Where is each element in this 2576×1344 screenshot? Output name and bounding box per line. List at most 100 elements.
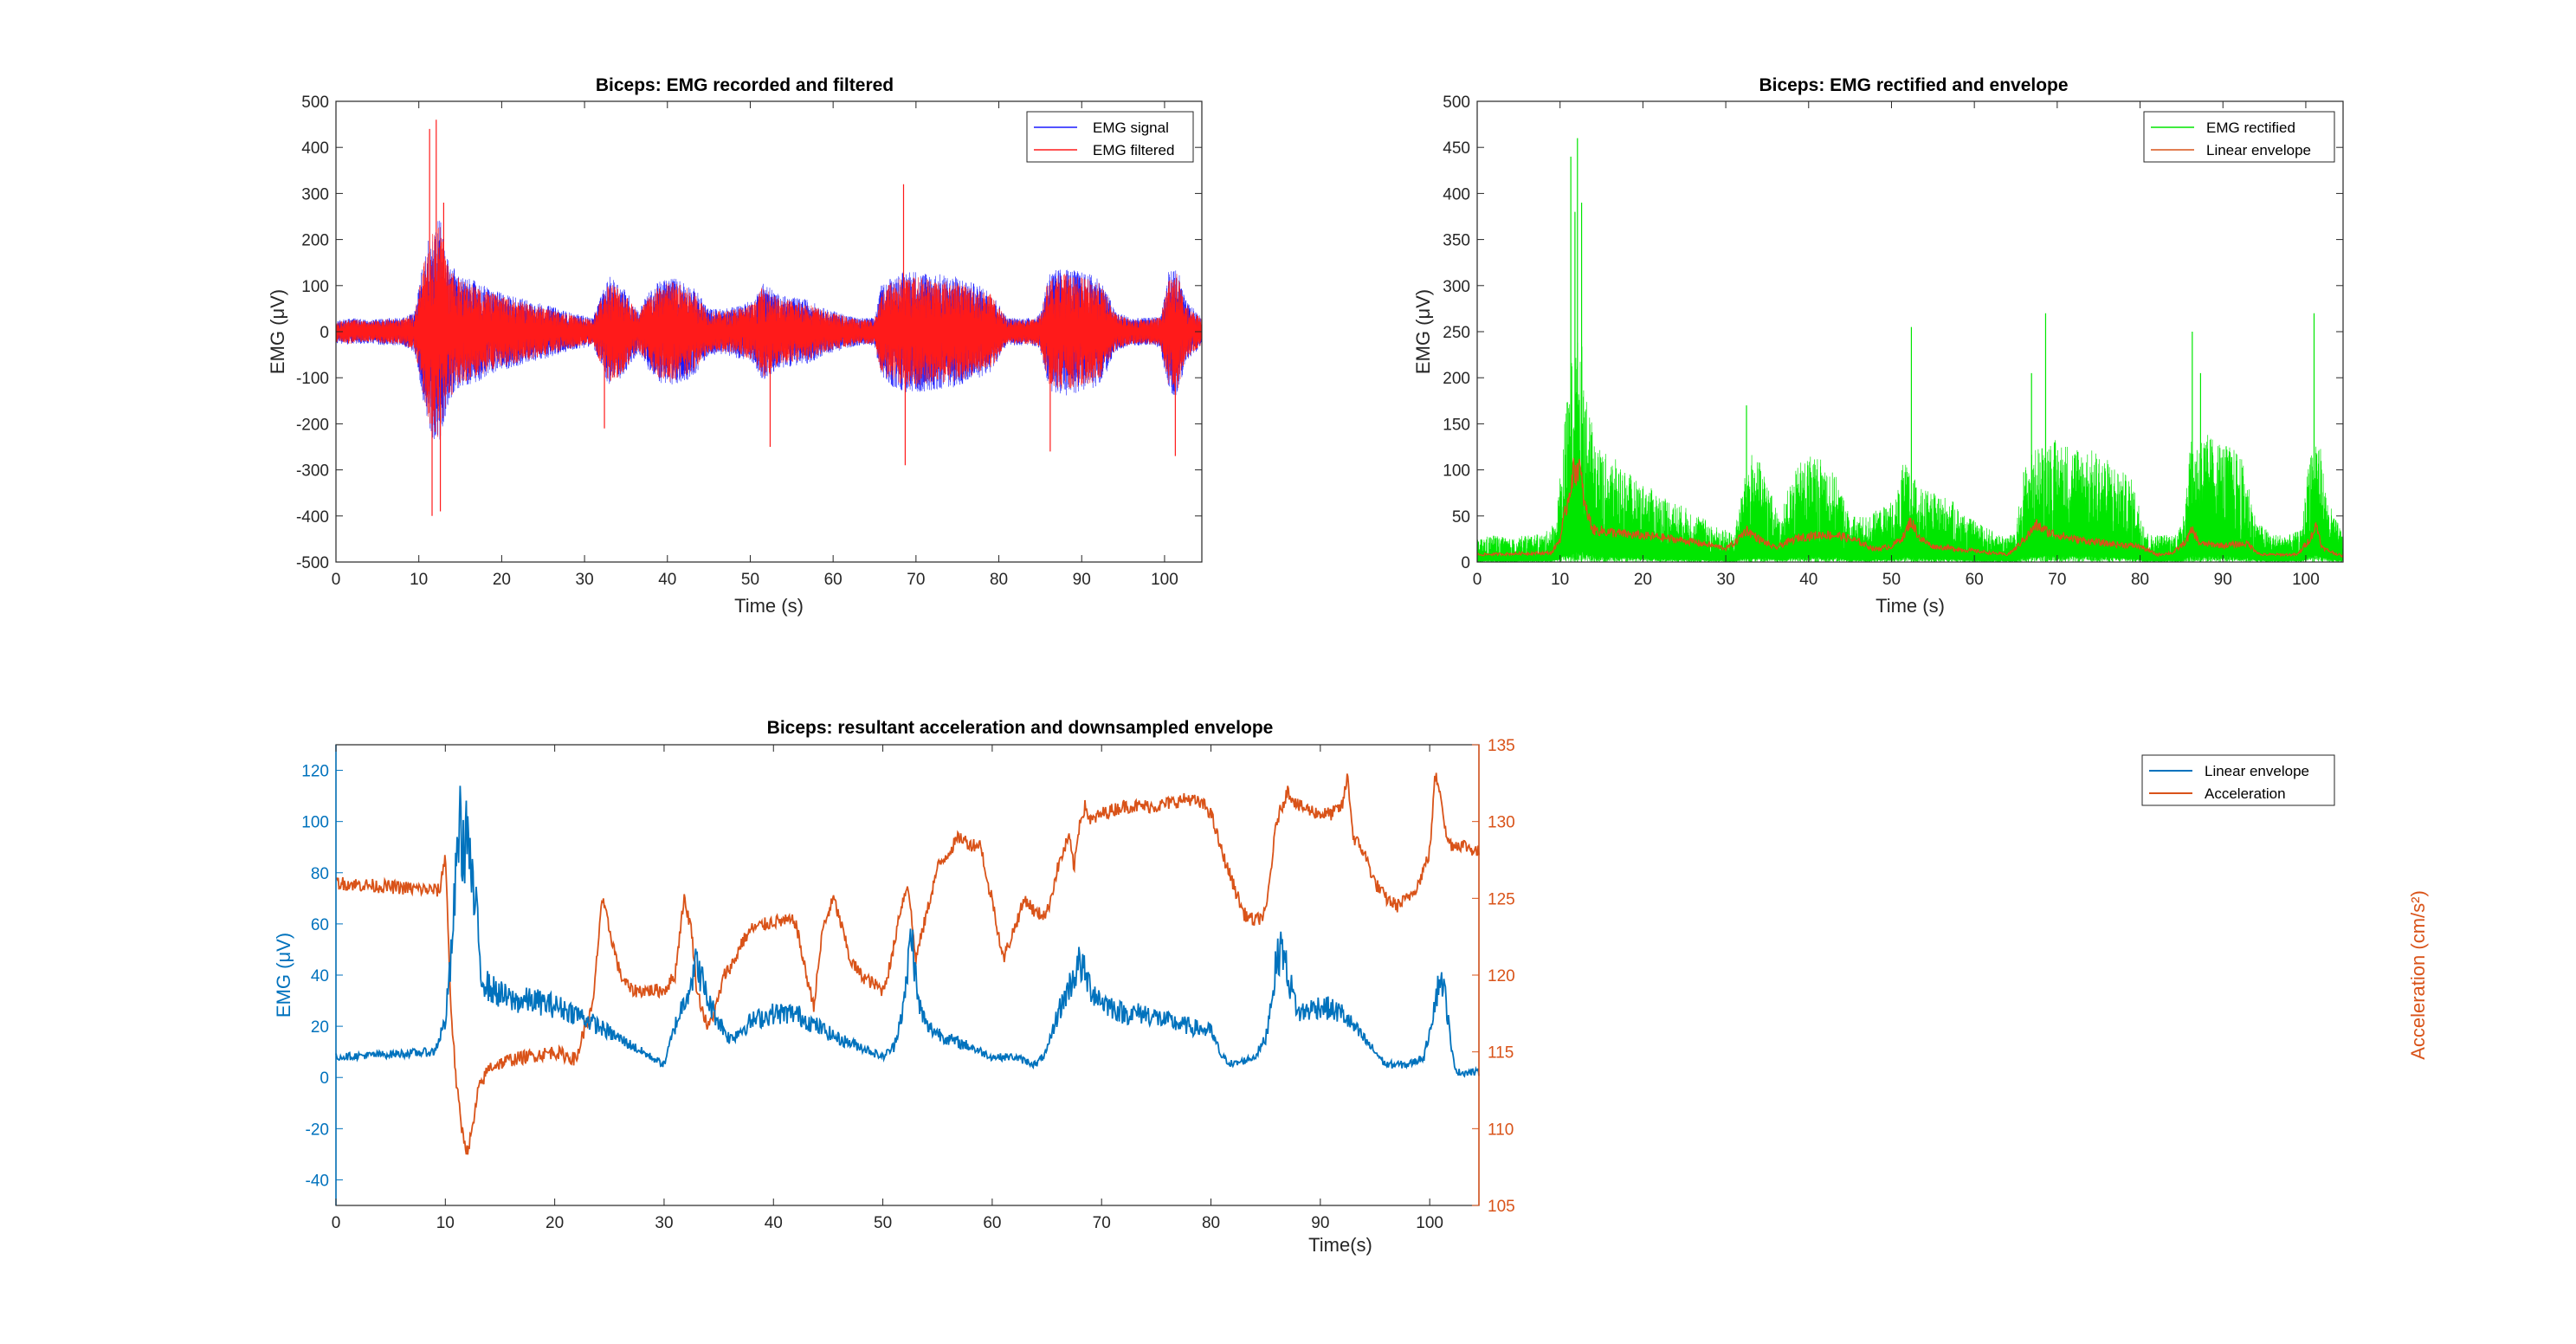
y-tick-label-right: 135 (1488, 737, 1515, 755)
y-tick-label: 450 (1443, 139, 1470, 158)
legend-box (1026, 111, 1194, 163)
x-tick-label: 60 (983, 1214, 1001, 1232)
y-tick-label-right: 115 (1488, 1044, 1514, 1063)
y-tick-label: 100 (301, 814, 329, 832)
legend-label-emg-signal: EMG signal (1093, 120, 1169, 136)
legend-box (2143, 111, 2335, 163)
x-tick-label: 90 (1311, 1214, 1329, 1232)
y-tick-label: 100 (1443, 462, 1470, 481)
y-tick-label: 400 (1443, 185, 1470, 204)
series-line-linear-envelope (1476, 457, 2344, 558)
y-tick-label-right: 110 (1488, 1121, 1514, 1139)
y-tick-label: 60 (311, 916, 329, 934)
y-tick-label: 40 (311, 967, 329, 985)
y-tick-label: -200 (296, 416, 329, 434)
x-tick-label: 10 (1551, 571, 1569, 589)
y-tick-label: 350 (1443, 232, 1470, 250)
x-tick-label: 0 (1473, 571, 1482, 589)
panel-emg-recorded-filtered: Biceps: EMG recorded and filtered 0 10 20 3… (267, 75, 1203, 617)
x-tick-label: 50 (1882, 571, 1901, 589)
plot-area (1476, 100, 2344, 563)
y-tick-label-right: 105 (1488, 1198, 1515, 1216)
x-tick-label: 70 (907, 571, 925, 589)
legend: EMG rectified Linear envelope (2143, 111, 2335, 163)
x-tick-label: 100 (1151, 571, 1178, 589)
y-tick-label: -100 (296, 370, 329, 388)
x-axis-label: Time (s) (734, 595, 804, 617)
series-line-emg-filtered (335, 227, 1203, 437)
x-tick-label: 40 (658, 571, 676, 589)
x-axis-label: Time(s) (1308, 1234, 1372, 1256)
x-tick-label: 50 (741, 571, 759, 589)
y-tick-label: 300 (301, 185, 329, 204)
x-tick-label: 70 (2048, 571, 2066, 589)
plot-area (335, 100, 1203, 563)
plot-area (335, 744, 1480, 1206)
x-ticks: 0 10 20 30 40 50 60 70 80 90 100 (332, 745, 1443, 1232)
y-tick-label: 0 (320, 324, 329, 342)
x-tick-label: 40 (765, 1214, 783, 1232)
x-tick-label: 80 (1202, 1214, 1220, 1232)
y-ticks: 0 50 100 150 200 250 300 350 400 450 500 (1443, 94, 2343, 572)
legend: EMG signal EMG filtered (1026, 111, 1194, 163)
y-tick-label: 200 (1443, 370, 1470, 388)
x-tick-label: 60 (1966, 571, 1984, 589)
y-axis-label-right: Acceleration (cm/s²) (2407, 890, 2429, 1060)
y-tick-label-right: 125 (1488, 890, 1515, 908)
x-tick-label: 10 (410, 571, 428, 589)
chart-title: Biceps: EMG recorded and filtered (596, 75, 894, 95)
x-tick-label: 30 (576, 571, 594, 589)
y-tick-label: 120 (301, 763, 329, 781)
legend-label-acceleration: Acceleration (2205, 785, 2286, 802)
x-tick-label: 0 (332, 571, 341, 589)
x-tick-label: 90 (2214, 571, 2232, 589)
y-tick-label: 250 (1443, 324, 1470, 342)
y-tick-label: 300 (1443, 278, 1470, 296)
y-tick-label: 500 (301, 94, 329, 112)
series-line-emg-rectified (1476, 342, 2344, 563)
x-tick-label: 10 (436, 1214, 455, 1232)
y-tick-label-right: 120 (1488, 967, 1515, 985)
series-line-acceleration (335, 772, 1480, 1155)
x-tick-label: 30 (655, 1214, 673, 1232)
legend-label-emg-filtered: EMG filtered (1093, 142, 1174, 158)
data-layer (335, 120, 1203, 516)
y-tick-label: -400 (296, 508, 329, 527)
legend-label-linear-envelope: Linear envelope (2206, 142, 2311, 158)
x-tick-label: 80 (990, 571, 1008, 589)
y-tick-label: 150 (1443, 416, 1470, 434)
y-tick-label: 400 (301, 139, 329, 158)
chart-title: Biceps: resultant acceleration and downs… (767, 718, 1274, 738)
y-tick-label: 500 (1443, 94, 1470, 112)
y-axis-label: EMG (μV) (267, 289, 288, 374)
y-axis-label: EMG (μV) (273, 933, 294, 1018)
x-axis-label: Time (s) (1876, 595, 1945, 617)
legend-box (2141, 754, 2335, 806)
y-ticks: -500 -400 -300 -200 -100 0 100 200 300 400 500 (296, 94, 1202, 572)
x-ticks: 0 10 20 30 40 50 60 70 80 90 100 (332, 101, 1178, 589)
y-tick-label: 100 (301, 278, 329, 296)
x-tick-label: 90 (1073, 571, 1091, 589)
y-ticks: -40 -20 0 20 40 60 80 100 120 (301, 763, 343, 1190)
y-tick-label: 200 (301, 232, 329, 250)
chart-title: Biceps: EMG rectified and envelope (1759, 75, 2068, 95)
panel-emg-rectified-envelope: Biceps: EMG rectified and envelope 0 10 20… (1412, 75, 2344, 617)
y-tick-label-right: 130 (1488, 814, 1515, 832)
x-tick-label: 60 (824, 571, 843, 589)
data-layer (335, 772, 1480, 1155)
x-tick-label: 100 (1416, 1214, 1443, 1232)
y-tick-label: 0 (320, 1069, 329, 1088)
x-tick-label: 20 (493, 571, 511, 589)
x-tick-label: 30 (1717, 571, 1735, 589)
x-ticks: 0 10 20 30 40 50 60 70 80 90 100 (1473, 101, 2320, 589)
x-tick-label: 20 (1634, 571, 1652, 589)
y-ticks-right: 105 110 115 120 125 130 135 (1472, 737, 1515, 1216)
x-tick-label: 100 (2292, 571, 2320, 589)
y-tick-label: 80 (311, 865, 329, 883)
y-axis-label: EMG (μV) (1412, 289, 1434, 374)
legend-label-emg-rectified: EMG rectified (2206, 120, 2295, 136)
series-line-linear-envelope (335, 785, 1480, 1078)
x-tick-label: 70 (1093, 1214, 1111, 1232)
x-tick-label: 50 (874, 1214, 892, 1232)
